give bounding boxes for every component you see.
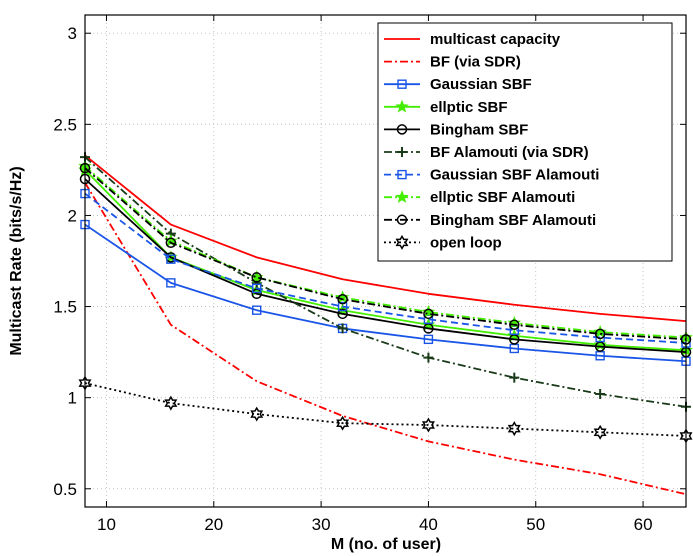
series-line [84,154,687,323]
legend-label: multicast capacity [430,31,561,48]
series-bingham-sbf-alamouti [79,162,692,345]
data-point [251,288,262,300]
data-point [509,372,520,383]
legend-label: BF Alamouti (via SDR) [430,144,589,161]
x-tick-label: 60 [634,515,653,534]
legend-item-ellptic-sbf: ellptic SBF [384,99,508,116]
data-point [337,301,348,312]
legend-label: BF (via SDR) [430,54,521,71]
data-point [595,389,606,400]
legend-item-bingham-sbf: Bingham SBF [384,121,528,138]
axis-ticks: 10 20 30 40 50 60 0.5 1 1.5 2 2.5 3 [53,15,686,534]
legend-label: ellptic SBF [430,99,508,116]
legend-label: Bingham SBF [430,121,528,138]
legend-item-multicast-capacity: multicast capacity [384,31,561,48]
legend-label: Gaussian SBF [430,76,532,93]
data-point [252,305,262,315]
legend-item-bf-via-sdr: BF (via SDR) [384,54,521,71]
data-point [507,421,521,437]
legend-label: Gaussian SBF Alamouti [430,167,599,184]
data-point [252,283,262,294]
data-point [166,278,176,288]
data-point [509,319,520,331]
legend-box [377,22,673,262]
legend-item-gaussian-sbf: Gaussian SBF [384,76,532,93]
series-line [84,192,687,344]
legend-marker [396,214,408,226]
x-axis-label: M (no. of user) [331,536,441,553]
series-line [84,167,687,341]
data-point [423,314,434,325]
legend-item-gaussian-sbf-alamouti: Gaussian SBF Alamouti [384,167,599,184]
series-line [84,156,687,408]
data-point [423,308,434,320]
legend-marker [397,169,407,180]
legend-label: ellptic SBF Alamouti [430,189,575,206]
data-point [337,323,348,334]
data-point [423,334,434,345]
y-tick-label: 2.5 [53,115,77,134]
data-point [421,304,436,318]
legend-marker [397,79,407,89]
data-point [164,395,178,411]
plot-frame [84,14,687,508]
legend-label: open loop [430,234,502,251]
data-point [336,415,350,431]
data-point [594,328,606,340]
legend-marker [396,124,408,135]
y-axis-label: Multicast Rate (bits/s/Hz) [8,166,25,355]
series-line [84,165,687,339]
legend-item-ellptic-sbf-alamouti: ellptic SBF Alamouti [384,189,575,206]
y-tick-label: 0.5 [53,480,77,499]
series-layer [78,152,693,496]
x-tick-label: 30 [312,515,331,534]
series-multicast-capacity [84,154,687,323]
legend: multicast capacity BF (via SDR) Gaussian S… [377,22,673,262]
y-tick-label: 2 [68,206,77,225]
legend-marker [395,190,409,203]
legend-item-bingham-sbf-alamouti: Bingham SBF Alamouti [384,212,596,229]
data-point [421,417,435,433]
data-point [250,406,264,422]
data-point [593,424,607,440]
legend-item-open-loop: open loop [384,234,502,251]
legend-item-bf-alamouti-via-sdr: BF Alamouti (via SDR) [384,144,589,161]
series-bf-via-sdr [84,182,687,496]
x-tick-label: 20 [204,515,223,534]
legend-marker [395,234,409,250]
data-point [165,237,177,249]
legend-marker [397,147,407,157]
y-tick-label: 1 [68,389,77,408]
x-tick-label: 40 [419,515,438,534]
data-point [251,272,262,283]
legend-marker [395,99,409,113]
series-line [84,223,687,363]
data-point [337,308,348,320]
series-bf-alamouti-via-sdr [80,152,691,412]
series-line [84,182,687,496]
y-tick-label: 1.5 [53,298,77,317]
data-point [166,254,176,264]
legend-label: Bingham SBF Alamouti [430,212,596,229]
x-tick-label: 10 [97,515,116,534]
x-tick-label: 50 [526,515,545,534]
data-point [337,294,348,305]
data-point [509,325,519,335]
y-tick-label: 3 [68,24,77,43]
data-point [423,352,434,363]
